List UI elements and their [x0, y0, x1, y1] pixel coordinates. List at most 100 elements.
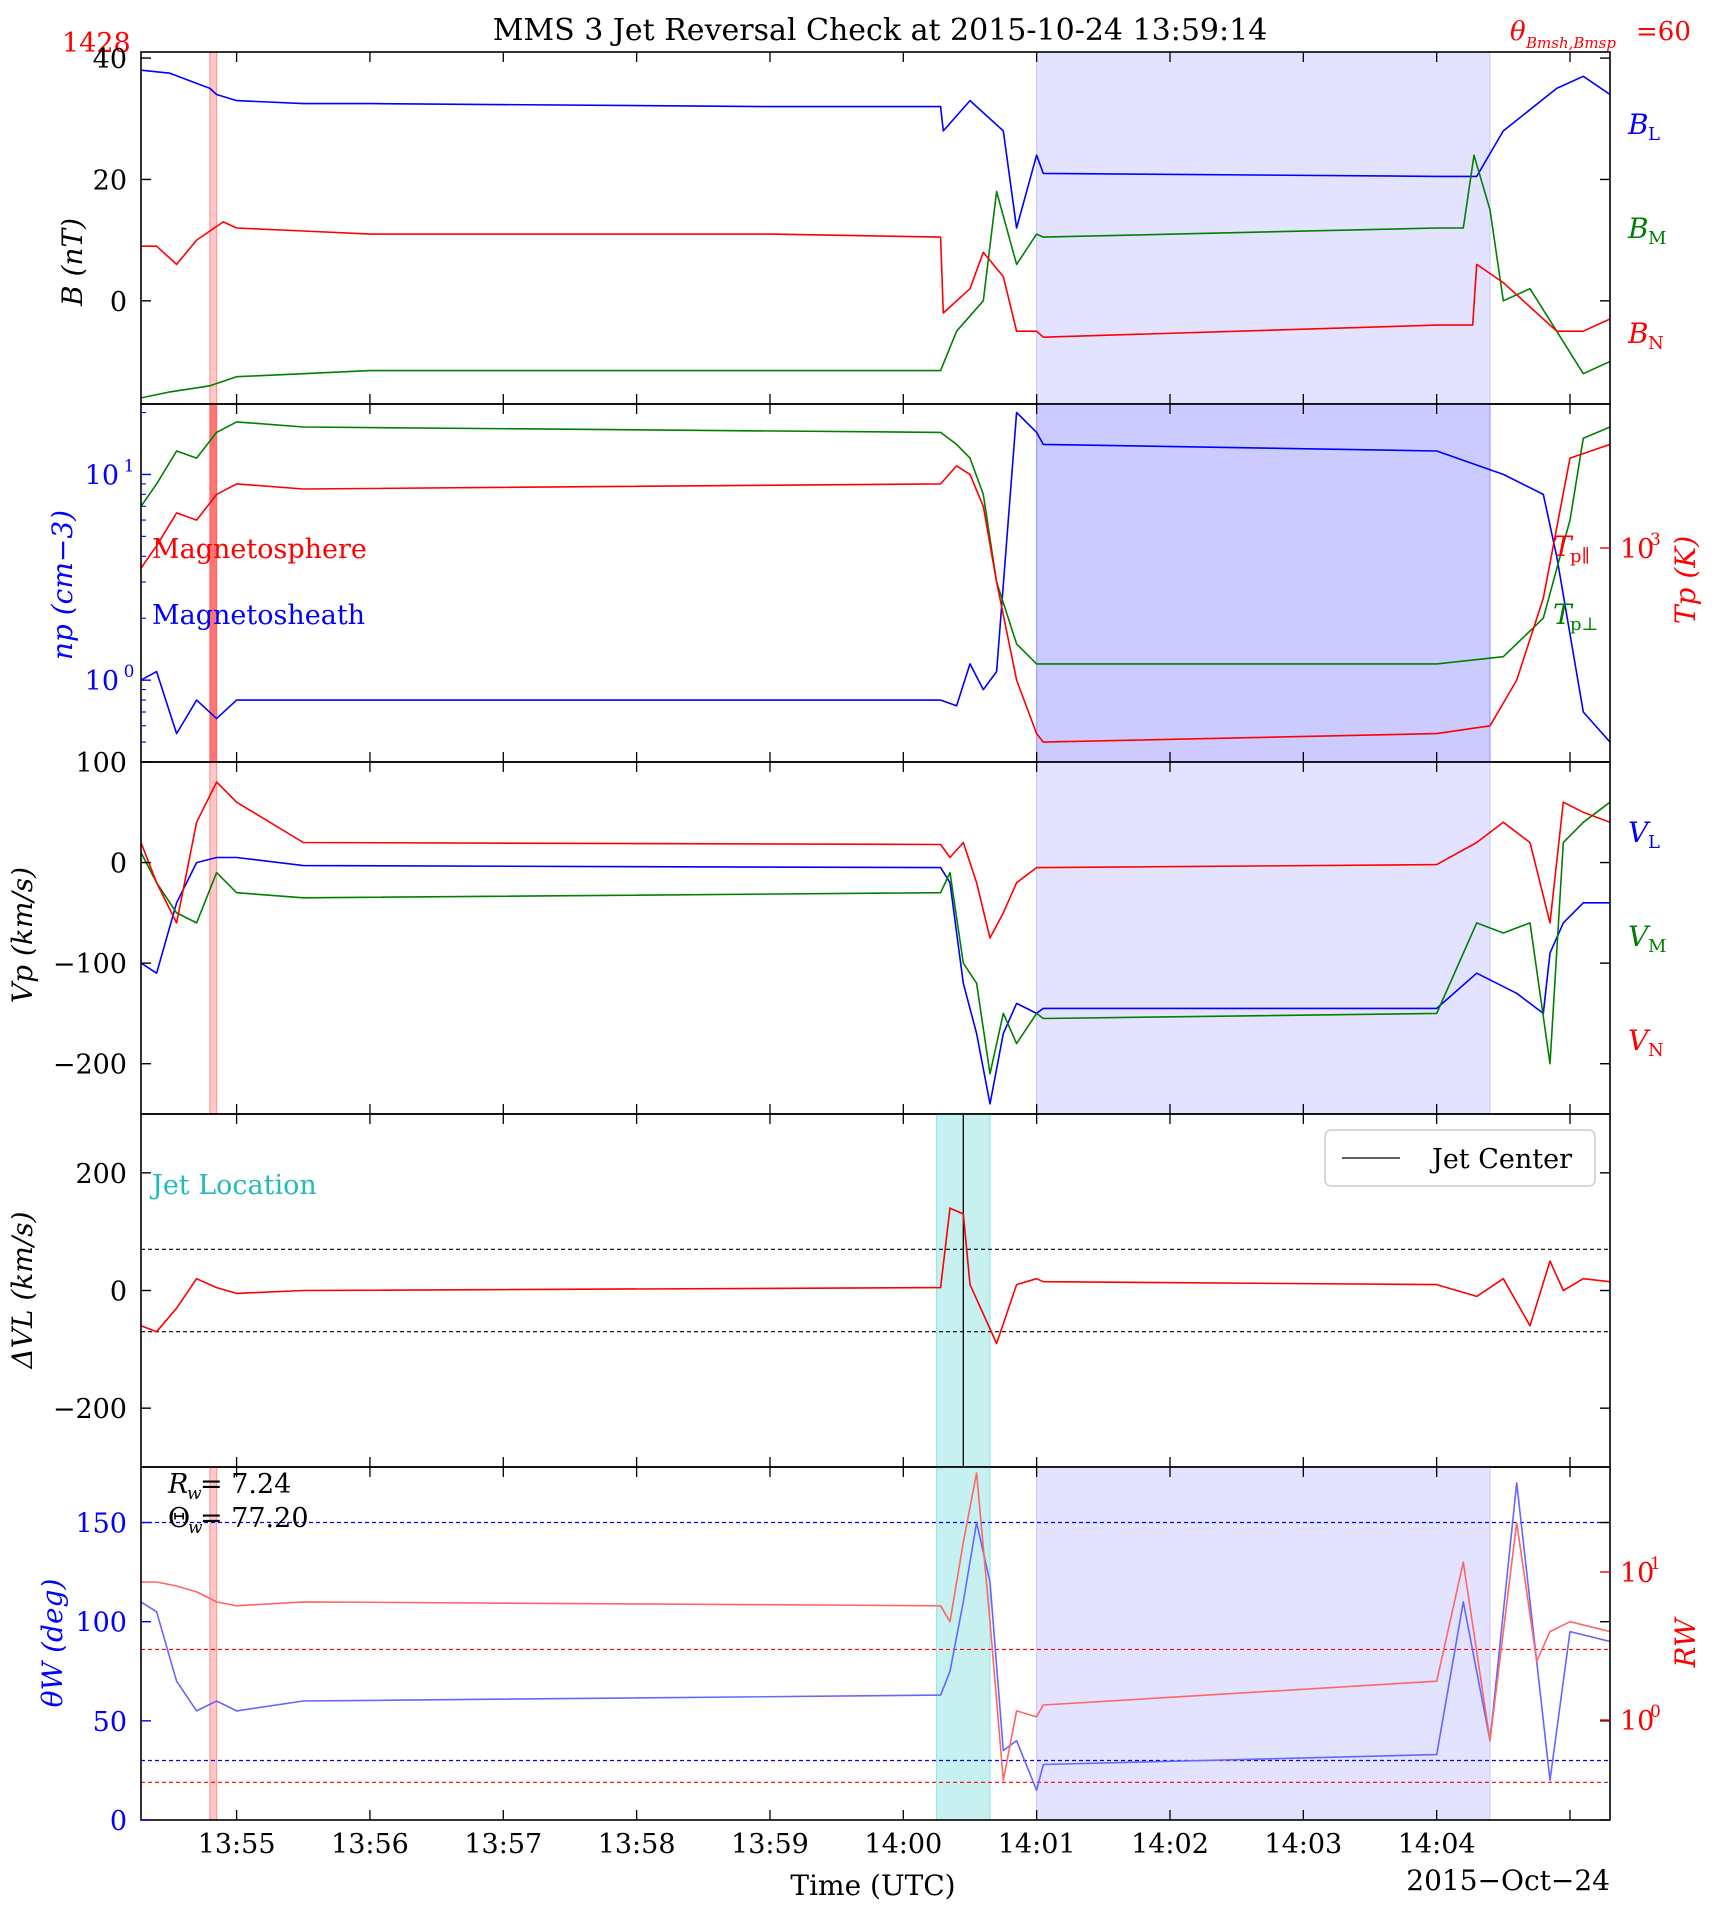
- x-tick-label: 14:00: [864, 1829, 942, 1860]
- shaded-region-1: [1036, 403, 1491, 763]
- legend: Jet Center: [1324, 1129, 1596, 1187]
- theta-subscript: Bmsh,Bmsp: [1525, 34, 1616, 52]
- y-tick-label: 10: [85, 460, 119, 491]
- theta-symbol: θ: [1510, 17, 1526, 47]
- label-magnetosheath: Magnetosheath: [152, 600, 365, 631]
- svg-text:= 7.24: = 7.24: [200, 1469, 291, 1500]
- y-tick-label: 200: [75, 1159, 127, 1190]
- svg-text:w: w: [188, 1518, 203, 1538]
- right-axis-ticks: 103: [1600, 530, 1661, 565]
- svg-text:= 77.20: = 77.20: [200, 1503, 309, 1534]
- label-VM: V M: [1628, 920, 1666, 957]
- y-tick-label: 0: [110, 287, 127, 318]
- svg-text:V: V: [1628, 1024, 1651, 1057]
- shaded-region-1: [936, 1466, 991, 1821]
- series-line-Tpar: [141, 443, 1610, 743]
- x-tick-label: 13:55: [198, 1829, 276, 1860]
- svg-text:N: N: [1648, 333, 1664, 354]
- x-tick-label: 13:59: [731, 1829, 809, 1860]
- p3-ylabel: Vp (km/s): [6, 867, 39, 1003]
- label-VN: V N: [1628, 1024, 1664, 1061]
- left-number: 1428: [62, 28, 131, 59]
- svg-text:T: T: [1553, 598, 1574, 631]
- label-VL: V L: [1628, 816, 1660, 853]
- series-line-np: [141, 411, 1610, 743]
- panel-velocity: −200 −100 0 100: [53, 748, 1611, 1115]
- series-group: [141, 1207, 1610, 1345]
- y-tick-label: 150: [75, 1509, 127, 1540]
- y-tick-label: 100: [75, 748, 127, 779]
- x-tick-label: 13:56: [331, 1829, 409, 1860]
- series-line-VM: [141, 801, 1610, 1075]
- series-line-VN: [141, 781, 1610, 939]
- date-label: 2015−Oct−24: [1406, 1864, 1610, 1897]
- svg-text:B: B: [1627, 212, 1649, 245]
- y-tick-label: 10: [85, 666, 119, 697]
- svg-text:p⊥: p⊥: [1570, 614, 1598, 635]
- x-tick-label: 13:58: [598, 1829, 676, 1860]
- svg-text:V: V: [1628, 920, 1651, 953]
- svg-text:p∥: p∥: [1570, 546, 1590, 567]
- y-tick-label: −200: [53, 1050, 127, 1081]
- svg-text:M: M: [1648, 936, 1666, 957]
- y-tick-label-right-exponent: 0: [1650, 1702, 1661, 1722]
- theta-value: =60: [1636, 17, 1691, 47]
- series-line-BL: [141, 69, 1610, 229]
- label-jet-location: Jet Location: [149, 1170, 317, 1201]
- shaded-region-2: [1036, 1466, 1491, 1821]
- svg-text:L: L: [1648, 832, 1660, 853]
- svg-text:V: V: [1628, 816, 1651, 849]
- x-axis-label: Time (UTC): [790, 1869, 955, 1902]
- y-tick-label-exponent: 1: [124, 456, 135, 476]
- y-tick-label: 50: [93, 1707, 127, 1738]
- y-tick-label-exponent: 0: [124, 662, 135, 682]
- svg-text:L: L: [1648, 124, 1660, 145]
- svg-text:w: w: [187, 1484, 202, 1504]
- shaded-region-1: [1036, 761, 1491, 1115]
- legend-text-jet-center: Jet Center: [1429, 1144, 1572, 1175]
- y-tick-label-right-exponent: 3: [1650, 530, 1661, 550]
- y-tick-label: 100: [75, 1608, 127, 1639]
- series-line-BN: [141, 221, 1610, 339]
- p2-ylabel-right: Tp (K): [1669, 536, 1702, 624]
- series-line-BM: [141, 154, 1610, 399]
- svg-text:B: B: [1627, 317, 1649, 350]
- label-Tpar: T p∥: [1553, 530, 1590, 567]
- series-line-RW: [141, 1472, 1610, 1782]
- x-tick-label: 13:57: [464, 1829, 542, 1860]
- y-tick-label-right: 10: [1620, 534, 1654, 565]
- svg-text:N: N: [1648, 1040, 1664, 1061]
- p1-ylabel: B (nT): [56, 218, 89, 307]
- y-tick-label-right-exponent: 1: [1650, 1554, 1661, 1574]
- series-line-Tperp: [141, 421, 1610, 665]
- panel-magnetic-field: 0 20 40: [93, 44, 1611, 405]
- y-tick-label: 0: [110, 1277, 127, 1308]
- annotation-theta-w: Θ w = 77.20: [168, 1503, 309, 1538]
- x-tick-label: 14:03: [1264, 1829, 1342, 1860]
- y-tick-label-right: 10: [1620, 1706, 1654, 1737]
- y-tick-label: −100: [53, 949, 127, 980]
- x-tick-labels: 13:55 13:56 13:57 13:58 13:59 14:00 14:01 14:02…: [198, 1829, 1476, 1860]
- series-line-dVL: [141, 1207, 1610, 1345]
- panel-frame: [140, 1466, 1611, 1821]
- theta-annotation: θ Bmsh,Bmsp =60: [1510, 17, 1691, 52]
- x-tick-label: 14:04: [1398, 1829, 1476, 1860]
- y-tick-label-right: 10: [1620, 1558, 1654, 1589]
- y-tick-label: 20: [93, 165, 127, 196]
- y-tick-label: 0: [110, 849, 127, 880]
- svg-text:B: B: [1627, 108, 1649, 141]
- panel-delta-velocity: −200 0 200: [53, 1113, 1611, 1468]
- series-group: [141, 781, 1610, 1105]
- p4-ylabel: ΔVL (km/s): [6, 1211, 39, 1369]
- chart-title: MMS 3 Jet Reversal Check at 2015-10-24 1…: [493, 13, 1268, 48]
- series-line-VL: [141, 856, 1610, 1105]
- shaded-region-0: [209, 403, 218, 763]
- label-BM: B M: [1627, 212, 1666, 249]
- label-BN: B N: [1627, 317, 1664, 354]
- y-tick-label: −200: [53, 1394, 127, 1425]
- svg-text:T: T: [1553, 530, 1574, 563]
- series-group: [141, 69, 1610, 399]
- x-tick-label: 14:01: [998, 1829, 1076, 1860]
